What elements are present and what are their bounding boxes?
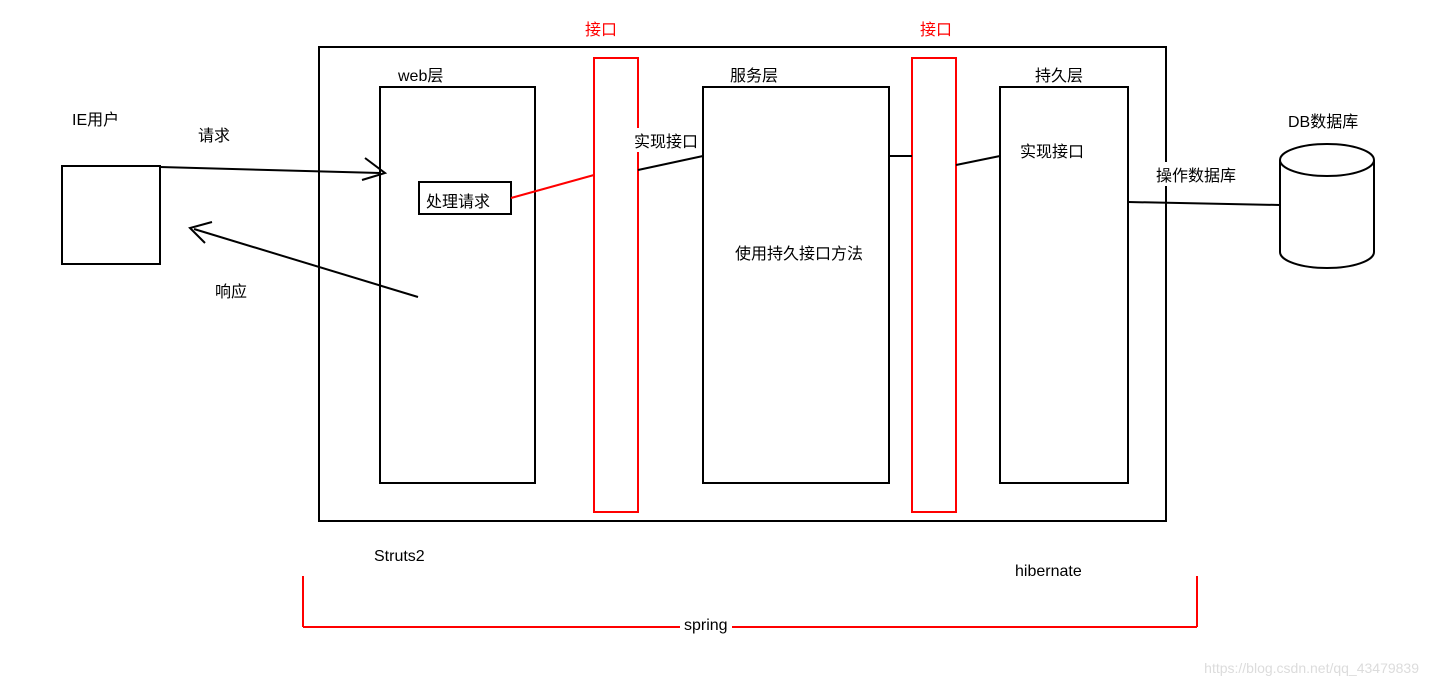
- request-arrow: [160, 158, 385, 180]
- interface2-label: 接口: [920, 16, 952, 40]
- watermark: https://blog.csdn.net/qq_43479839: [1204, 660, 1419, 676]
- spring-bracket: [303, 576, 1197, 627]
- interface2-to-persist-line: [956, 156, 1000, 165]
- handle-to-interface1-line: [511, 175, 594, 198]
- diagram-canvas: [0, 0, 1434, 686]
- handle-request-label: 处理请求: [426, 188, 490, 212]
- use-persist-method-label: 使用持久接口方法: [735, 240, 863, 264]
- struts2-label: Struts2: [374, 548, 425, 566]
- impl-interface1-label: 实现接口: [634, 128, 698, 152]
- db-cylinder: [1280, 144, 1374, 268]
- user-label: IE用户: [72, 106, 119, 130]
- db-label: DB数据库: [1288, 108, 1358, 132]
- interface1-to-service-line: [638, 156, 703, 170]
- service-layer-box: [703, 87, 889, 483]
- web-layer-box: [380, 87, 535, 483]
- impl-interface2-label: 实现接口: [1020, 138, 1084, 162]
- container-box: [319, 47, 1166, 521]
- persist-to-db-line: [1128, 202, 1280, 205]
- operate-db-label: 操作数据库: [1156, 162, 1236, 186]
- persist-layer-label: 持久层: [1035, 62, 1083, 86]
- request-label: 请求: [198, 122, 230, 146]
- weblayer-label: web层: [398, 62, 443, 86]
- spring-label: spring: [680, 617, 732, 635]
- interface2-box: [912, 58, 956, 512]
- user-box: [62, 166, 160, 264]
- response-label: 响应: [215, 278, 247, 302]
- hibernate-label: hibernate: [1015, 563, 1082, 581]
- interface1-box: [594, 58, 638, 512]
- service-layer-label: 服务层: [730, 62, 778, 86]
- interface1-label: 接口: [585, 16, 617, 40]
